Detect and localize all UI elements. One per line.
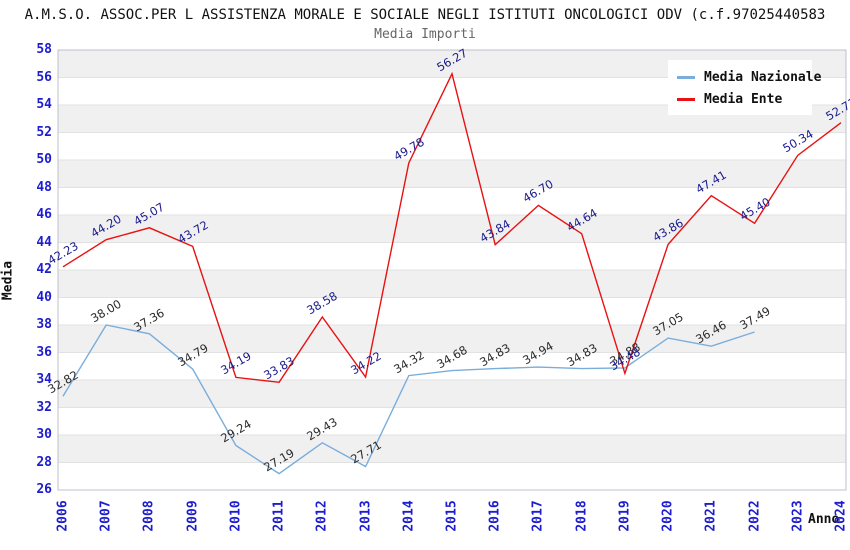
legend-label: Media Ente — [704, 92, 783, 107]
y-tick-label: 38 — [36, 317, 52, 332]
x-axis-title: Anno — [808, 512, 840, 527]
x-tick-label: 2010 — [228, 500, 244, 532]
y-tick-label: 36 — [36, 344, 52, 360]
y-tick-label: 32 — [36, 399, 52, 415]
y-tick-label: 30 — [36, 427, 52, 442]
x-tick-label: 2014 — [401, 500, 417, 532]
x-tick-label: 2019 — [617, 500, 633, 532]
x-tick-label: 2018 — [574, 500, 590, 532]
x-tick-label: 2020 — [660, 500, 676, 532]
x-tick-label: 2013 — [358, 500, 374, 532]
x-tick-label: 2022 — [747, 500, 763, 532]
y-axis-title: Media — [0, 260, 16, 301]
y-tick-label: 42 — [36, 262, 52, 277]
x-tick-label: 2006 — [55, 500, 71, 532]
y-tick-label: 46 — [36, 207, 52, 222]
media-nazionale-line-swatch-icon — [677, 76, 695, 79]
x-tick-label: 2015 — [444, 500, 460, 532]
x-tick-label: 2012 — [314, 500, 330, 532]
y-tick-label: 54 — [36, 97, 52, 112]
y-tick-label: 58 — [36, 42, 52, 57]
y-tick-label: 44 — [36, 234, 52, 250]
x-tick-label: 2021 — [703, 500, 719, 532]
x-tick-label: 2016 — [487, 500, 503, 532]
series-line-media-nazionale — [62, 324, 755, 475]
x-tick-label: 2008 — [141, 500, 157, 532]
y-tick-label: 40 — [36, 289, 52, 305]
y-tick-label: 34 — [36, 372, 52, 387]
y-tick-label: 50 — [36, 152, 52, 167]
chart-title: A.M.S.O. ASSOC.PER L ASSISTENZA MORALE E… — [24, 7, 826, 23]
y-tick-label: 28 — [36, 454, 52, 470]
x-tick-label: 2009 — [185, 500, 201, 532]
legend-item-media-ente: Media Ente — [677, 92, 802, 107]
series-line-media-ente — [62, 71, 842, 384]
legend-label: Media Nazionale — [704, 70, 822, 85]
x-tick-label: 2011 — [271, 500, 287, 532]
y-tick-label: 56 — [36, 69, 52, 85]
chart-subtitle: Media Importi — [374, 27, 476, 42]
x-tick-label: 2017 — [530, 500, 546, 532]
media-ente-line-swatch-icon — [677, 98, 695, 101]
legend-item-media-nazionale: Media Nazionale — [677, 70, 821, 85]
x-tick-label: 2007 — [98, 500, 114, 532]
x-tick-label: 2023 — [790, 500, 806, 532]
y-tick-label: 52 — [36, 124, 52, 140]
y-tick-label: 26 — [36, 482, 52, 497]
y-tick-label: 48 — [36, 179, 52, 195]
legend: Media Nazionale Media Ente — [668, 60, 821, 115]
x-tick-label: 2024 — [833, 500, 849, 532]
